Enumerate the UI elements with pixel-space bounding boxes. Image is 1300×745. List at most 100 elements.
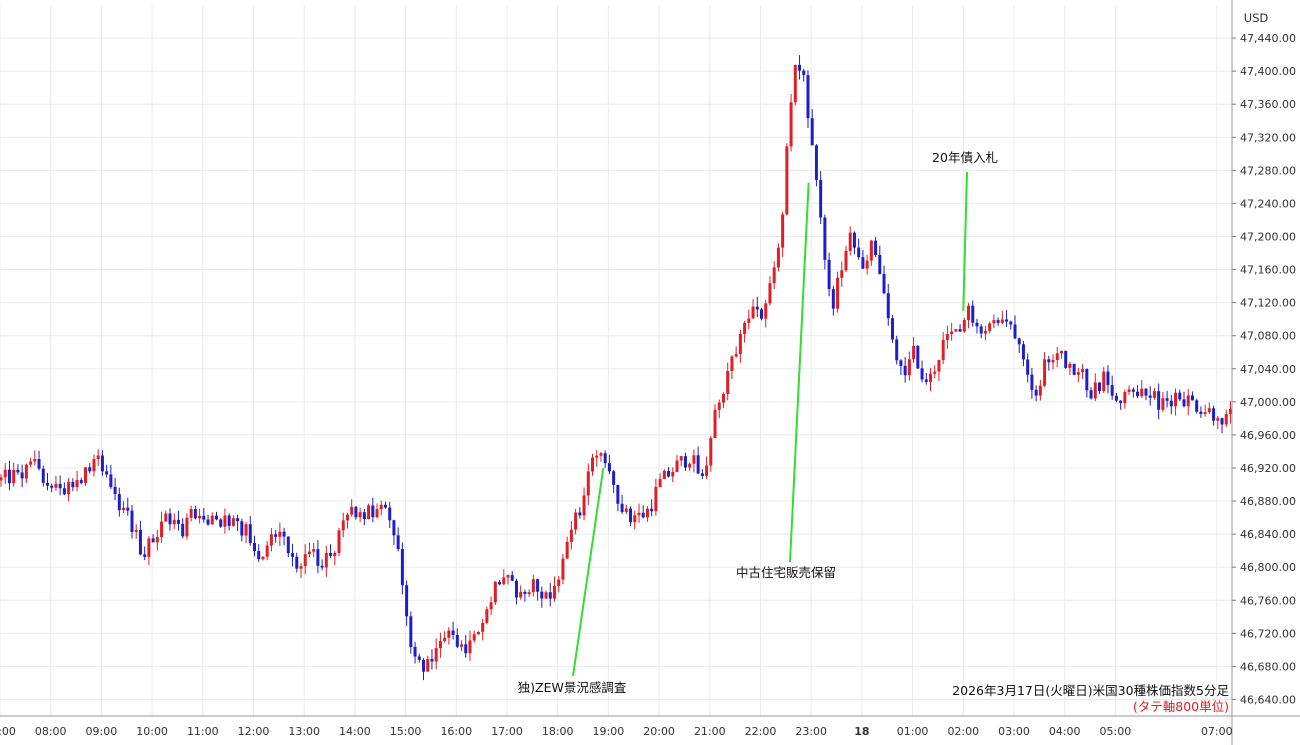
x-tick-label: 01:00 [897, 725, 929, 738]
candle-down [620, 503, 624, 512]
candle-up [950, 331, 954, 335]
candle-up [438, 641, 442, 649]
y-tick-label: 46,800.00 [1240, 561, 1296, 574]
candle-up [983, 330, 987, 334]
candle-up [747, 318, 751, 323]
candle-up [1000, 319, 1004, 323]
candle-down [1072, 363, 1076, 375]
candle-up [367, 505, 371, 520]
candle-down [41, 468, 45, 483]
y-tick-label: 47,400.00 [1240, 65, 1296, 78]
candle-up [721, 393, 725, 403]
candle-down [16, 469, 20, 473]
candle-down [240, 521, 244, 536]
candle-down [329, 553, 333, 556]
candle-down [831, 289, 835, 309]
candle-down [295, 556, 299, 569]
candle-up [713, 409, 717, 439]
candle-down [996, 320, 1000, 323]
candle-up [92, 459, 96, 472]
candle-up [967, 305, 971, 320]
candle-up [569, 529, 573, 542]
y-tick-label: 47,280.00 [1240, 164, 1296, 177]
candle-down [1017, 338, 1021, 345]
candle-up [557, 579, 561, 586]
x-tick-label: 09:00 [86, 725, 118, 738]
x-tick-label: 19:00 [593, 725, 625, 738]
candle-down [413, 646, 417, 657]
candle-up [375, 509, 379, 518]
candle-up [912, 345, 916, 360]
candle-up [764, 303, 768, 319]
candle-down [755, 306, 759, 310]
candle-down [1009, 321, 1013, 325]
candle-down [890, 318, 894, 340]
candle-down [1089, 390, 1093, 399]
candle-up [1127, 389, 1131, 393]
candle-up [637, 512, 641, 516]
candle-down [578, 512, 582, 516]
candle-up [489, 602, 493, 610]
annotations: 独)ZEW景況感調査 中古住宅販売保留 20年債入札 [518, 150, 998, 695]
candle-down [1165, 398, 1169, 401]
candle-up [278, 531, 282, 537]
candle-up [561, 558, 565, 580]
candle-up [1059, 350, 1063, 354]
candle-down [920, 368, 924, 380]
candle-down [798, 64, 802, 71]
candle-down [320, 565, 324, 568]
candle-up [929, 373, 933, 382]
candle-down [219, 519, 223, 527]
candle-up [12, 469, 16, 484]
candle-down [523, 591, 527, 594]
candle-up [358, 512, 362, 518]
chart-caption: 2026年3月17日(火曜日)米国30種株価指数5分足 [952, 683, 1229, 698]
candle-up [379, 504, 383, 510]
candle-down [958, 329, 962, 332]
candle-down [1030, 374, 1034, 390]
candle-up [1051, 359, 1055, 363]
candle-down [1085, 368, 1089, 391]
candle-down [1190, 395, 1194, 401]
candle-down [138, 530, 142, 555]
y-tick-label: 47,160.00 [1240, 264, 1296, 277]
candle-up [341, 520, 345, 531]
candle-down [62, 488, 66, 495]
candle-up [337, 530, 341, 553]
candle-down [1182, 399, 1186, 407]
candle-down [1169, 400, 1173, 407]
candle-down [451, 630, 455, 635]
candle-down [540, 591, 544, 599]
candle-up [443, 637, 447, 642]
candle-up [1081, 368, 1085, 373]
y-tick-label: 46,720.00 [1240, 627, 1296, 640]
candle-up [1152, 391, 1156, 398]
candle-down [58, 483, 62, 489]
candle-up [933, 371, 937, 374]
candle-down [1098, 382, 1102, 392]
candle-down [903, 365, 907, 376]
annotation-label: 20年債入札 [932, 150, 998, 165]
candle-up [671, 471, 675, 477]
candle-up [848, 232, 852, 251]
candle-up [460, 644, 464, 647]
candle-down [603, 453, 607, 464]
candle-up [493, 581, 497, 603]
candle-up [1174, 392, 1178, 407]
candle-up [992, 320, 996, 324]
x-tick-label: 16:00 [440, 725, 472, 738]
candle-down [151, 538, 155, 543]
candle-down [857, 247, 861, 258]
candle-up [692, 455, 696, 464]
candle-down [1114, 395, 1118, 401]
candle-up [865, 260, 869, 269]
x-tick-label: 08:00 [35, 725, 67, 738]
candle-up [198, 515, 202, 519]
candle-down [257, 551, 261, 560]
candle-up [67, 482, 71, 495]
candle-down [823, 217, 827, 260]
candle-up [751, 306, 755, 319]
candle-up [147, 538, 151, 557]
candle-down [1144, 388, 1148, 396]
y-tick-label: 46,920.00 [1240, 462, 1296, 475]
